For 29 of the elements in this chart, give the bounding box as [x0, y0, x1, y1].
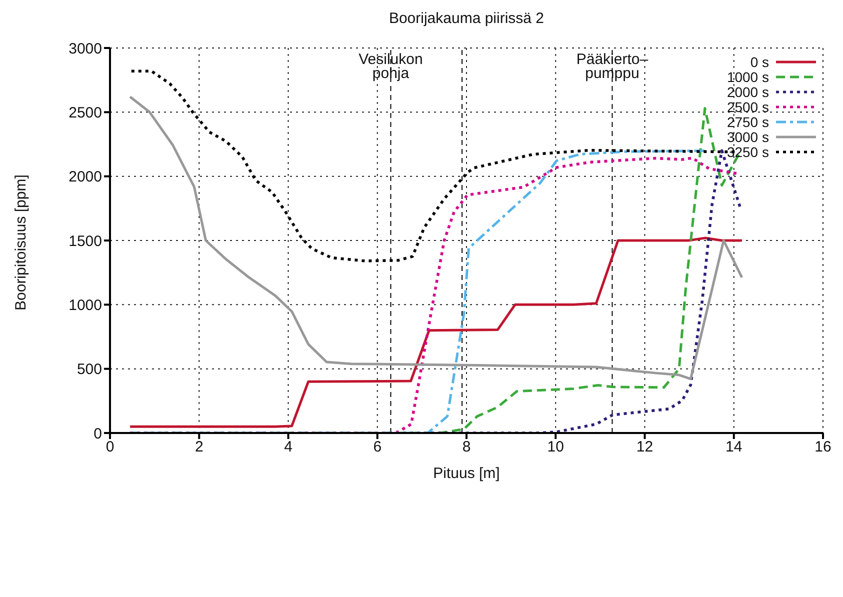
y-tick-label: 1000 — [68, 296, 102, 314]
ref-line-label: Pääkierto– pumppu — [576, 51, 649, 82]
line-series — [128, 236, 744, 428]
legend-label: 2500 s — [726, 98, 769, 114]
y-tick-label: 2500 — [68, 104, 102, 122]
legend-label: 2000 s — [726, 84, 769, 100]
x-axis-title: Pituus [m] — [433, 465, 500, 482]
x-tick-label: 2 — [194, 438, 204, 456]
y-tick-label: 1500 — [68, 232, 102, 250]
x-tick-label: 14 — [726, 438, 742, 456]
x-tick-label: 6 — [373, 438, 382, 456]
y-axis-title: Booripitoisuus [ppm] — [12, 174, 30, 310]
x-tick-label: 12 — [636, 438, 654, 456]
y-tick-label: 3000 — [68, 40, 102, 58]
x-tick-label: 0 — [106, 438, 114, 456]
y-tick-label: 500 — [76, 361, 102, 378]
x-tick-label: 10 — [547, 438, 564, 456]
legend-label: 3250 s — [726, 144, 769, 160]
y-tick-label: 2000 — [68, 168, 102, 186]
chart-title: Boorijakauma piirissä 2 — [388, 10, 546, 27]
legend-label: 1000 s — [726, 68, 769, 84]
legend-label: 3000 s — [726, 128, 769, 144]
x-tick-label: 8 — [462, 438, 471, 456]
x-tick-label: 16 — [814, 438, 832, 456]
y-tick-label: 0 — [94, 425, 102, 442]
ref-line-label: Vesilukon pohja — [358, 51, 423, 82]
legend-label: 2750 s — [726, 114, 769, 130]
x-tick-label: 4 — [284, 438, 292, 456]
legend-label: 0 s — [750, 54, 769, 70]
